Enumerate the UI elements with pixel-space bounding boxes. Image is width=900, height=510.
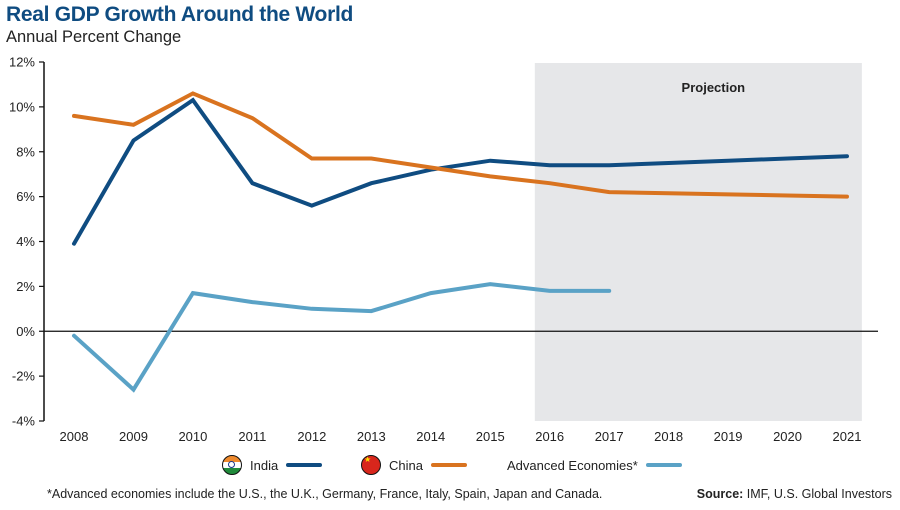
y-tick-label: 10%: [9, 99, 35, 114]
legend-swatch-india: [286, 463, 323, 467]
x-tick-label: 2018: [654, 429, 683, 444]
x-tick-label: 2008: [60, 429, 89, 444]
x-tick-label: 2014: [416, 429, 445, 444]
legend-swatch-advanced-economies: [645, 463, 682, 467]
y-tick-label: 2%: [16, 279, 35, 294]
china-flag-icon: [361, 455, 381, 475]
x-tick-label: 2015: [476, 429, 505, 444]
x-tick-label: 2013: [357, 429, 386, 444]
y-tick-label: 6%: [16, 189, 35, 204]
legend-label: Advanced Economies*: [507, 457, 638, 473]
legend-swatch-china: [430, 463, 467, 467]
x-tick-label: 2017: [595, 429, 624, 444]
chart-subtitle: Annual Percent Change: [6, 28, 182, 46]
x-tick-label: 2016: [535, 429, 564, 444]
line-chart: Projection -4% -2% 0% 2% 4% 6% 8% 10% 12% 2008 200…: [9, 55, 878, 444]
source-text: IMF, U.S. Global Investors: [743, 487, 892, 501]
legend-label: China: [389, 457, 423, 473]
series-line-china: [72, 91, 849, 199]
x-tick-label: 2009: [119, 429, 148, 444]
legend-item-india: India: [222, 453, 323, 477]
y-tick-label: -2%: [12, 369, 36, 384]
x-tick-label: 2011: [238, 429, 266, 444]
chart-title: Real GDP Growth Around the World: [6, 3, 354, 26]
y-tick-label: 0%: [16, 324, 35, 339]
projection-label: Projection: [682, 80, 746, 95]
y-tick-label: 4%: [16, 234, 35, 249]
x-tick-label: 2020: [773, 429, 802, 444]
source-note: Source: IMF, U.S. Global Investors: [697, 487, 892, 501]
footnote: *Advanced economies include the U.S., th…: [47, 487, 603, 501]
series-line-india: [72, 97, 849, 246]
source-label: Source:: [696, 487, 744, 501]
x-tick-label: 2012: [297, 429, 326, 444]
series-line-advanced-economies: [72, 282, 612, 393]
projection-region: [534, 63, 862, 421]
legend-label: India: [250, 457, 279, 473]
india-flag-icon: [222, 455, 242, 475]
legend: India China Advanced Economies*: [0, 453, 900, 477]
x-tick-label: 2019: [714, 429, 743, 444]
x-tick-label: 2021: [833, 429, 862, 444]
y-tick-label: 8%: [16, 144, 35, 159]
legend-item-advanced-economies: Advanced Economies*: [507, 453, 682, 477]
y-tick-label: 12%: [9, 55, 35, 70]
legend-item-china: China: [361, 453, 467, 477]
x-tick-label: 2010: [178, 429, 207, 444]
y-tick-label: -4%: [12, 414, 36, 429]
